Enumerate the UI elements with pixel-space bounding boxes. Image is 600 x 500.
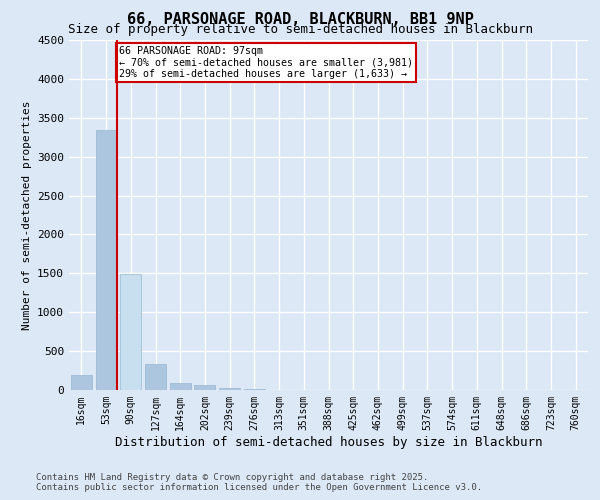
Bar bbox=[194, 386, 215, 390]
Text: Contains public sector information licensed under the Open Government Licence v3: Contains public sector information licen… bbox=[36, 484, 482, 492]
Text: Contains HM Land Registry data © Crown copyright and database right 2025.: Contains HM Land Registry data © Crown c… bbox=[36, 472, 428, 482]
Bar bbox=[71, 375, 92, 390]
Bar bbox=[120, 274, 141, 390]
Text: 66 PARSONAGE ROAD: 97sqm
← 70% of semi-detached houses are smaller (3,981)
29% o: 66 PARSONAGE ROAD: 97sqm ← 70% of semi-d… bbox=[119, 46, 413, 80]
Bar bbox=[95, 130, 116, 390]
Y-axis label: Number of semi-detached properties: Number of semi-detached properties bbox=[22, 100, 32, 330]
Bar bbox=[170, 382, 191, 390]
Text: Size of property relative to semi-detached houses in Blackburn: Size of property relative to semi-detach… bbox=[67, 22, 533, 36]
X-axis label: Distribution of semi-detached houses by size in Blackburn: Distribution of semi-detached houses by … bbox=[115, 436, 542, 448]
Bar bbox=[145, 364, 166, 390]
Text: 66, PARSONAGE ROAD, BLACKBURN, BB1 9NP: 66, PARSONAGE ROAD, BLACKBURN, BB1 9NP bbox=[127, 12, 473, 28]
Bar bbox=[244, 389, 265, 390]
Bar bbox=[219, 388, 240, 390]
